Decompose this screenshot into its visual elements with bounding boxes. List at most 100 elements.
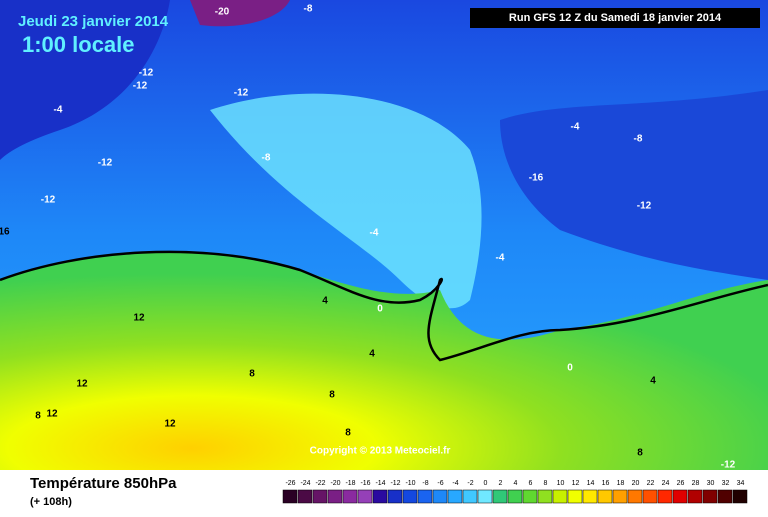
- colorbar-label: 6: [529, 480, 533, 487]
- colorbar-label: 34: [737, 480, 745, 487]
- color-swatch: [717, 489, 733, 504]
- color-swatch: [447, 489, 463, 504]
- color-swatch: [492, 489, 508, 504]
- color-swatch: [432, 489, 448, 504]
- warm-field: [0, 251, 768, 470]
- contour-label: 8: [345, 428, 351, 439]
- colorbar-label: -20: [330, 480, 340, 487]
- color-swatch: [297, 489, 313, 504]
- colorbar-label: 26: [677, 480, 685, 487]
- color-swatch: [702, 489, 718, 504]
- contour-label: 12: [133, 313, 145, 324]
- date-text: Jeudi 23 janvier 2014: [18, 13, 169, 30]
- contour-label: 4: [322, 296, 328, 307]
- colorbar-label: 18: [617, 480, 625, 487]
- color-swatch: [597, 489, 613, 504]
- colorbar-label: 20: [632, 480, 640, 487]
- contour-label: 12: [164, 419, 176, 430]
- cold-core: [190, 0, 290, 27]
- colorbar: -26 -24 -22 -20 -18 -16 -14 -12 -10 -8 -6 -4 -2 0 2 4 6 8…: [282, 480, 748, 504]
- contour-label: -12: [139, 68, 154, 79]
- colorbar-label: 30: [707, 480, 715, 487]
- contour-label: -4: [370, 228, 379, 239]
- contour-label: 12: [76, 379, 88, 390]
- contour-label: 0: [377, 304, 383, 315]
- time-text: 1:00 locale: [22, 32, 135, 57]
- color-swatch: [642, 489, 658, 504]
- legend-title: Température 850hPa: [30, 475, 177, 492]
- colorbar-label: 16: [602, 480, 610, 487]
- colorbar-label: -16: [360, 480, 370, 487]
- colorbar-label: 32: [722, 480, 730, 487]
- legend-subtitle: (+ 108h): [30, 496, 72, 508]
- colorbar-label: 4: [514, 480, 518, 487]
- color-swatch: [552, 489, 568, 504]
- colorbar-label: -14: [375, 480, 385, 487]
- contour-label: -12: [637, 201, 652, 212]
- contour-label: -12: [98, 158, 113, 169]
- color-swatch: [402, 489, 418, 504]
- colorbar-label: -4: [452, 480, 458, 487]
- color-swatch: [612, 489, 628, 504]
- colorbar-label: -24: [300, 480, 310, 487]
- contour-label: 8: [637, 448, 643, 459]
- color-swatch: [387, 489, 403, 504]
- color-swatch: [372, 489, 388, 504]
- color-swatch: [312, 489, 328, 504]
- colorbar-label: 28: [692, 480, 700, 487]
- colorbar-label: -12: [390, 480, 400, 487]
- colorbar-label: 22: [647, 480, 655, 487]
- contour-label: -4: [54, 105, 63, 116]
- color-swatch: [342, 489, 358, 504]
- contour-label: 4: [369, 349, 375, 360]
- cold-east: [500, 90, 768, 280]
- colorbar-label: 0: [484, 480, 488, 487]
- colorbar-label: 10: [557, 480, 565, 487]
- contour-label: -20: [215, 7, 230, 18]
- color-swatch: [672, 489, 688, 504]
- contour-label: 8: [329, 390, 335, 401]
- color-swatch: [582, 489, 598, 504]
- colorbar-label: 24: [662, 480, 670, 487]
- colorbar-label: -18: [345, 480, 355, 487]
- color-swatch: [522, 489, 538, 504]
- colorbar-label: 8: [544, 480, 548, 487]
- color-swatch: [657, 489, 673, 504]
- color-swatch: [537, 489, 553, 504]
- color-swatch: [462, 489, 478, 504]
- color-swatch: [477, 489, 493, 504]
- colorbar-label: -22: [315, 480, 325, 487]
- colorbar-label: -2: [467, 480, 473, 487]
- run-box: [470, 8, 760, 28]
- contour-label: -4: [496, 253, 505, 264]
- color-swatch: [417, 489, 433, 504]
- colorbar-label: 2: [499, 480, 503, 487]
- map-area: -20 -8 -12 -12 -12 -4 -12 -8 -12 16 -4 -4 0 4 4 12 12 12 8…: [0, 0, 768, 471]
- color-swatch: [627, 489, 643, 504]
- contour-label: -8: [262, 153, 271, 164]
- zero-isotherm: [0, 250, 768, 362]
- contour-label: -12: [133, 81, 148, 92]
- contour-label: -8: [634, 134, 643, 145]
- colorbar-label: 14: [587, 480, 595, 487]
- contour-label: 0: [567, 363, 573, 374]
- color-swatch: [687, 489, 703, 504]
- contour-label: 8: [35, 411, 41, 422]
- contour-label: 12: [46, 409, 58, 420]
- color-swatch: [282, 489, 298, 504]
- contour-label: -12: [721, 460, 736, 471]
- contour-label: -12: [234, 88, 249, 99]
- run-text: Run GFS 12 Z du Samedi 18 janvier 2014: [509, 12, 722, 24]
- contour-label: 8: [249, 369, 255, 380]
- colorbar-label: -26: [285, 480, 295, 487]
- colorbar-label: -10: [405, 480, 415, 487]
- cool-tongue: [210, 93, 482, 309]
- cold-west: [0, 0, 170, 160]
- colorbar-label: -6: [437, 480, 443, 487]
- contour-label: -16: [529, 173, 544, 184]
- contour-label: 4: [650, 376, 656, 387]
- colorbar-label: 12: [572, 480, 580, 487]
- color-swatch: [567, 489, 583, 504]
